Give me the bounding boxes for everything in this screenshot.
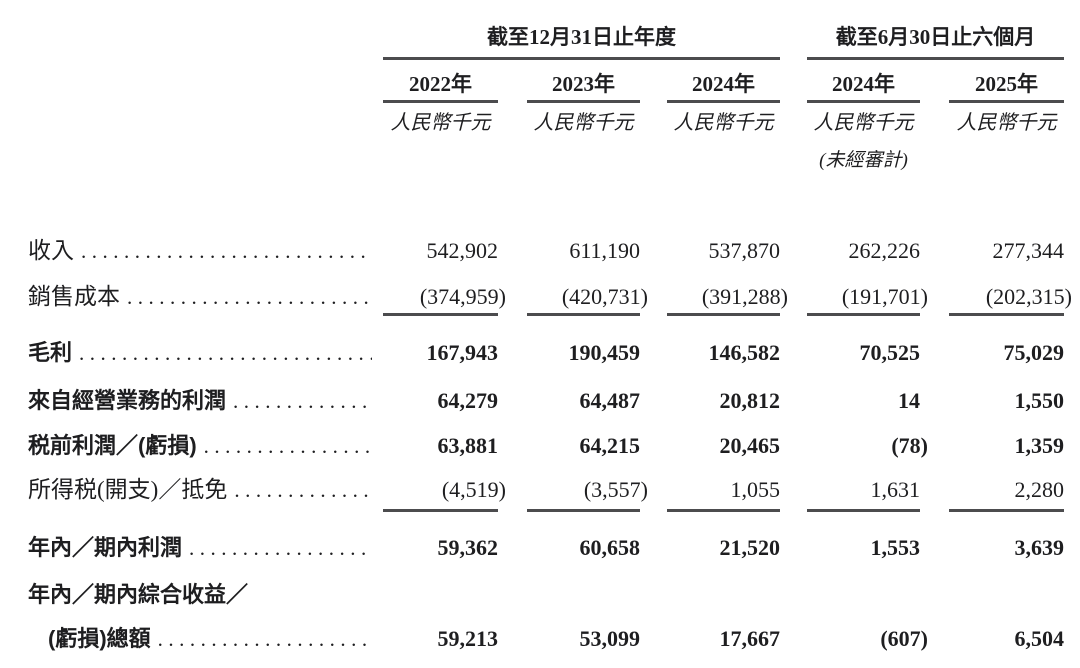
col-unit-label: 人民幣千元 [813,112,914,134]
subtotal-rule [949,313,1064,316]
cell-value: 262,226 [848,238,921,263]
dot-leader: ........................................… [79,341,372,365]
subtotal-rule [667,509,780,512]
col-unit-label: 人民幣千元 [956,112,1057,134]
col-year-header: 2025年 [975,72,1038,96]
cell-value: 2,280 [1014,477,1065,502]
cell-value: 3,639 [1014,535,1065,560]
row-label-text: 年內／期內利潤 [28,535,183,560]
row-label: 收入 .....................................… [28,236,372,266]
cell-value: 146,582 [708,340,781,365]
subtotal-rule [807,313,920,316]
dot-leader: ........................................… [203,434,372,458]
row-label: 所得税(開支)／抵免 .............................… [28,475,372,505]
row-label: 税前利潤／(虧損) ..............................… [28,431,372,461]
cell-value: 20,812 [719,388,781,413]
subtotal-rule [527,509,640,512]
col-year-rule [807,100,920,103]
subtotal-rule [383,313,498,316]
dot-leader: ........................................… [81,239,372,263]
cell-value: 1,359 [1014,433,1065,458]
col-unit-label: 人民幣千元 [673,112,774,134]
cell-value: 1,550 [1014,388,1065,413]
col-year-header: 2022年 [409,72,472,96]
subtotal-rule [383,509,498,512]
cell-value: (4,519) [441,477,506,502]
row-label-text: (虧損)總額 [48,626,151,651]
cell-value: (391,288) [701,284,788,309]
subtotal-rule [667,313,780,316]
cell-value: 1,631 [870,477,921,502]
cell-value: 1,055 [730,477,781,502]
col-year-rule [383,100,498,103]
cell-value: 14 [898,388,920,413]
dot-leader: ........................................… [233,389,372,413]
row-label: 年內／期內綜合收益／ [28,580,372,610]
cell-value: 75,029 [1003,340,1065,365]
cell-value: 611,190 [569,238,640,263]
subtotal-rule [807,509,920,512]
cell-value: 64,215 [579,433,641,458]
row-label: 年內／期內利潤 ................................… [28,533,372,563]
col-group-rule-interim [807,57,1064,60]
dot-leader: ........................................… [157,627,372,651]
cell-value: (3,557) [583,477,648,502]
cell-value: (202,315) [985,284,1072,309]
cell-value: (607) [880,626,928,651]
cell-value: 21,520 [719,535,781,560]
col-group-title-annual: 截至12月31日止年度 [487,25,676,49]
cell-value: 20,465 [719,433,781,458]
dot-leader: ........................................… [127,285,372,309]
cell-value: 59,362 [437,535,499,560]
row-label-text: 銷售成本 [28,284,120,309]
cell-value: 277,344 [992,238,1065,263]
col-unit-label: 人民幣千元 [533,112,634,134]
row-label-text: 年內／期內綜合收益／ [28,582,249,607]
cell-value: 53,099 [579,626,641,651]
cell-value: 6,504 [1014,626,1065,651]
cell-value: 59,213 [437,626,499,651]
col-year-rule [949,100,1064,103]
col-year-rule [667,100,780,103]
cell-value: (374,959) [419,284,506,309]
cell-value: (420,731) [561,284,648,309]
cell-value: 542,902 [426,238,499,263]
row-label-text: 收入 [28,238,74,263]
subtotal-rule [527,313,640,316]
cell-value: (78) [891,433,928,458]
row-label: 銷售成本 ...................................… [28,282,372,312]
row-label-text: 來自經營業務的利潤 [28,388,227,413]
dot-leader: ........................................… [234,478,372,502]
cell-value: 70,525 [859,340,921,365]
col-group-title-interim: 截至6月30日止六個月 [835,25,1036,49]
col-unaudited-note: (未經審計) [819,150,908,171]
cell-value: 64,279 [437,388,499,413]
col-year-header: 2024年 [692,72,755,96]
col-year-header: 2023年 [552,72,615,96]
row-label-text: 税前利潤／(虧損) [28,433,197,458]
dot-leader: ........................................… [189,536,372,560]
col-group-rule-annual [383,57,780,60]
row-label-text: 毛利 [28,340,73,365]
row-label-text: 所得税(開支)／抵免 [28,477,228,502]
cell-value: 1,553 [870,535,921,560]
col-year-rule [527,100,640,103]
cell-value: 63,881 [437,433,499,458]
cell-value: 17,667 [719,626,781,651]
col-year-header: 2024年 [832,72,895,96]
row-label: 毛利 .....................................… [28,338,372,368]
cell-value: 167,943 [426,340,499,365]
row-label: (虧損)總額 .................................… [48,624,372,654]
cell-value: 60,658 [579,535,641,560]
cell-value: 64,487 [579,388,641,413]
cell-value: 190,459 [568,340,641,365]
row-label: 來自經營業務的利潤 ..............................… [28,386,372,416]
subtotal-rule [949,509,1064,512]
col-unit-label: 人民幣千元 [390,112,491,134]
cell-value: (191,701) [841,284,928,309]
cell-value: 537,870 [708,238,781,263]
